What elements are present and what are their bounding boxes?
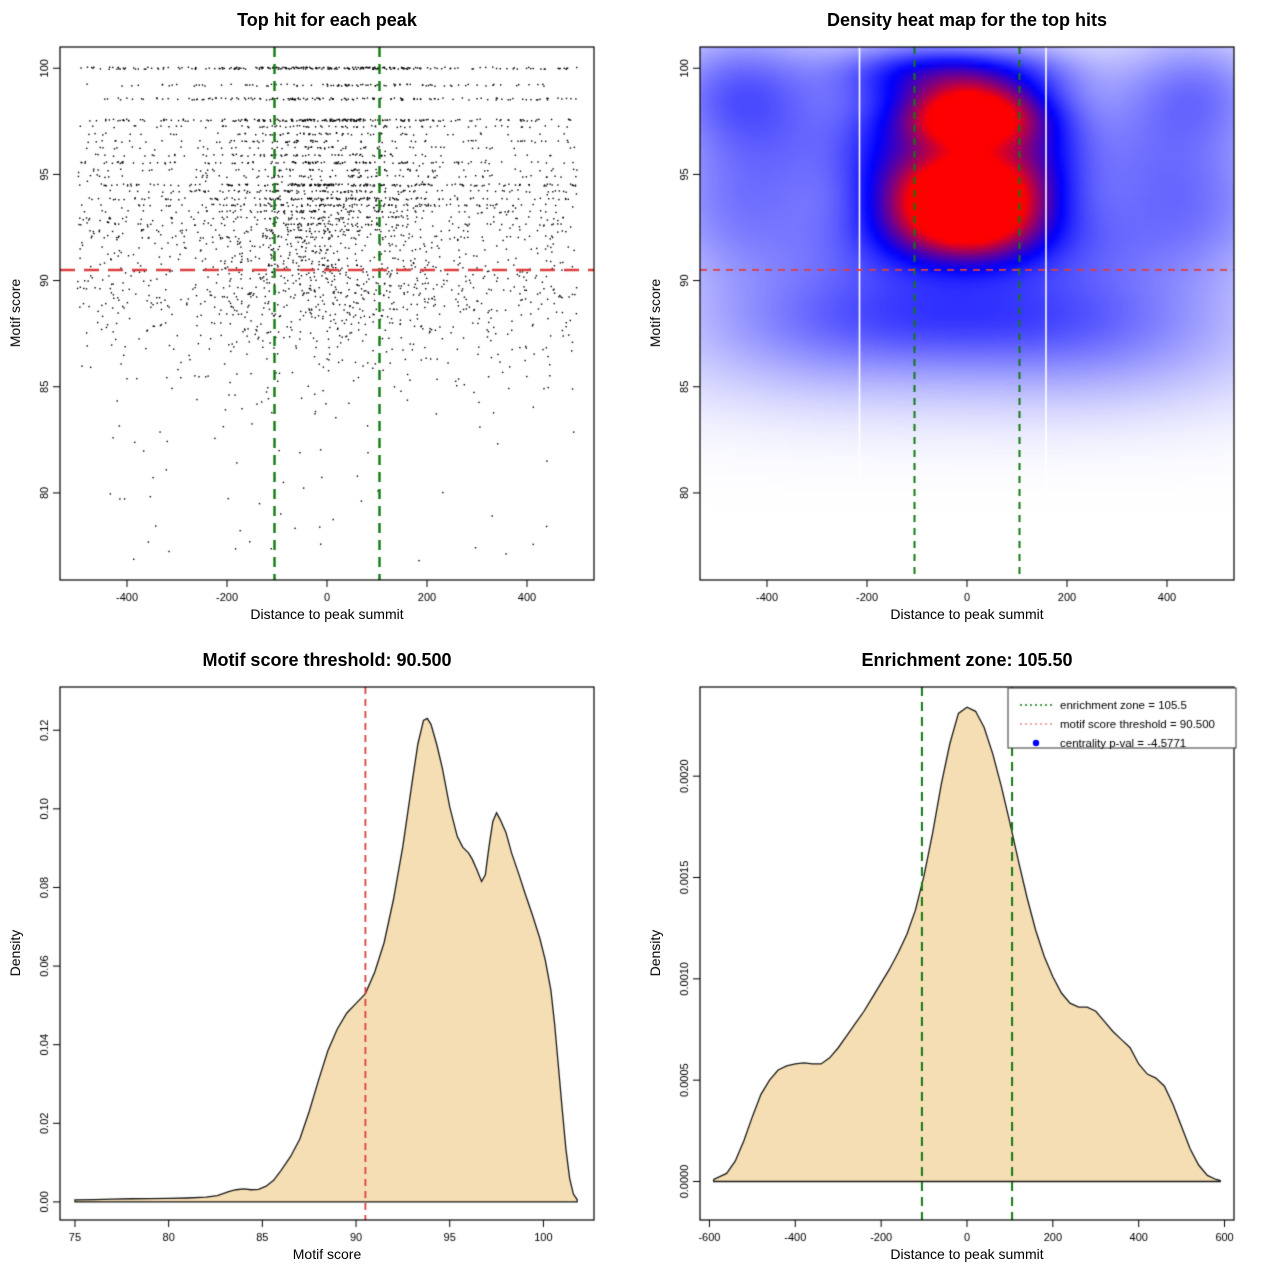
scatter-plot-canvas xyxy=(0,0,640,640)
heatmap-plot-canvas xyxy=(640,0,1280,640)
y-axis-label: Motif score xyxy=(7,278,23,348)
panel-title: Motif score threshold: 90.500 xyxy=(202,650,452,670)
x-axis-label: Distance to peak summit xyxy=(890,606,1044,622)
x-axis-label: Motif score xyxy=(292,1246,362,1262)
distance-density-plot-canvas xyxy=(640,640,1280,1280)
score-density-plot-canvas xyxy=(0,640,640,1280)
x-axis-label: Distance to peak summit xyxy=(250,606,404,622)
panel-enrichment-zone-density: Enrichment zone: 105.50 Density Distance… xyxy=(640,640,1280,1280)
panel-title: Enrichment zone: 105.50 xyxy=(861,650,1073,670)
panel-top-hit-scatter: Top hit for each peak Motif score Distan… xyxy=(0,0,640,640)
y-axis-label: Motif score xyxy=(647,278,663,348)
x-axis-label: Distance to peak summit xyxy=(890,1246,1044,1262)
panel-title: Density heat map for the top hits xyxy=(826,10,1108,30)
panel-motif-score-density: Motif score threshold: 90.500 Density Mo… xyxy=(0,640,640,1280)
panel-title: Top hit for each peak xyxy=(237,10,417,30)
y-axis-label: Density xyxy=(647,929,663,977)
panel-density-heatmap: Density heat map for the top hits Motif … xyxy=(640,0,1280,640)
y-axis-label: Density xyxy=(7,929,23,977)
